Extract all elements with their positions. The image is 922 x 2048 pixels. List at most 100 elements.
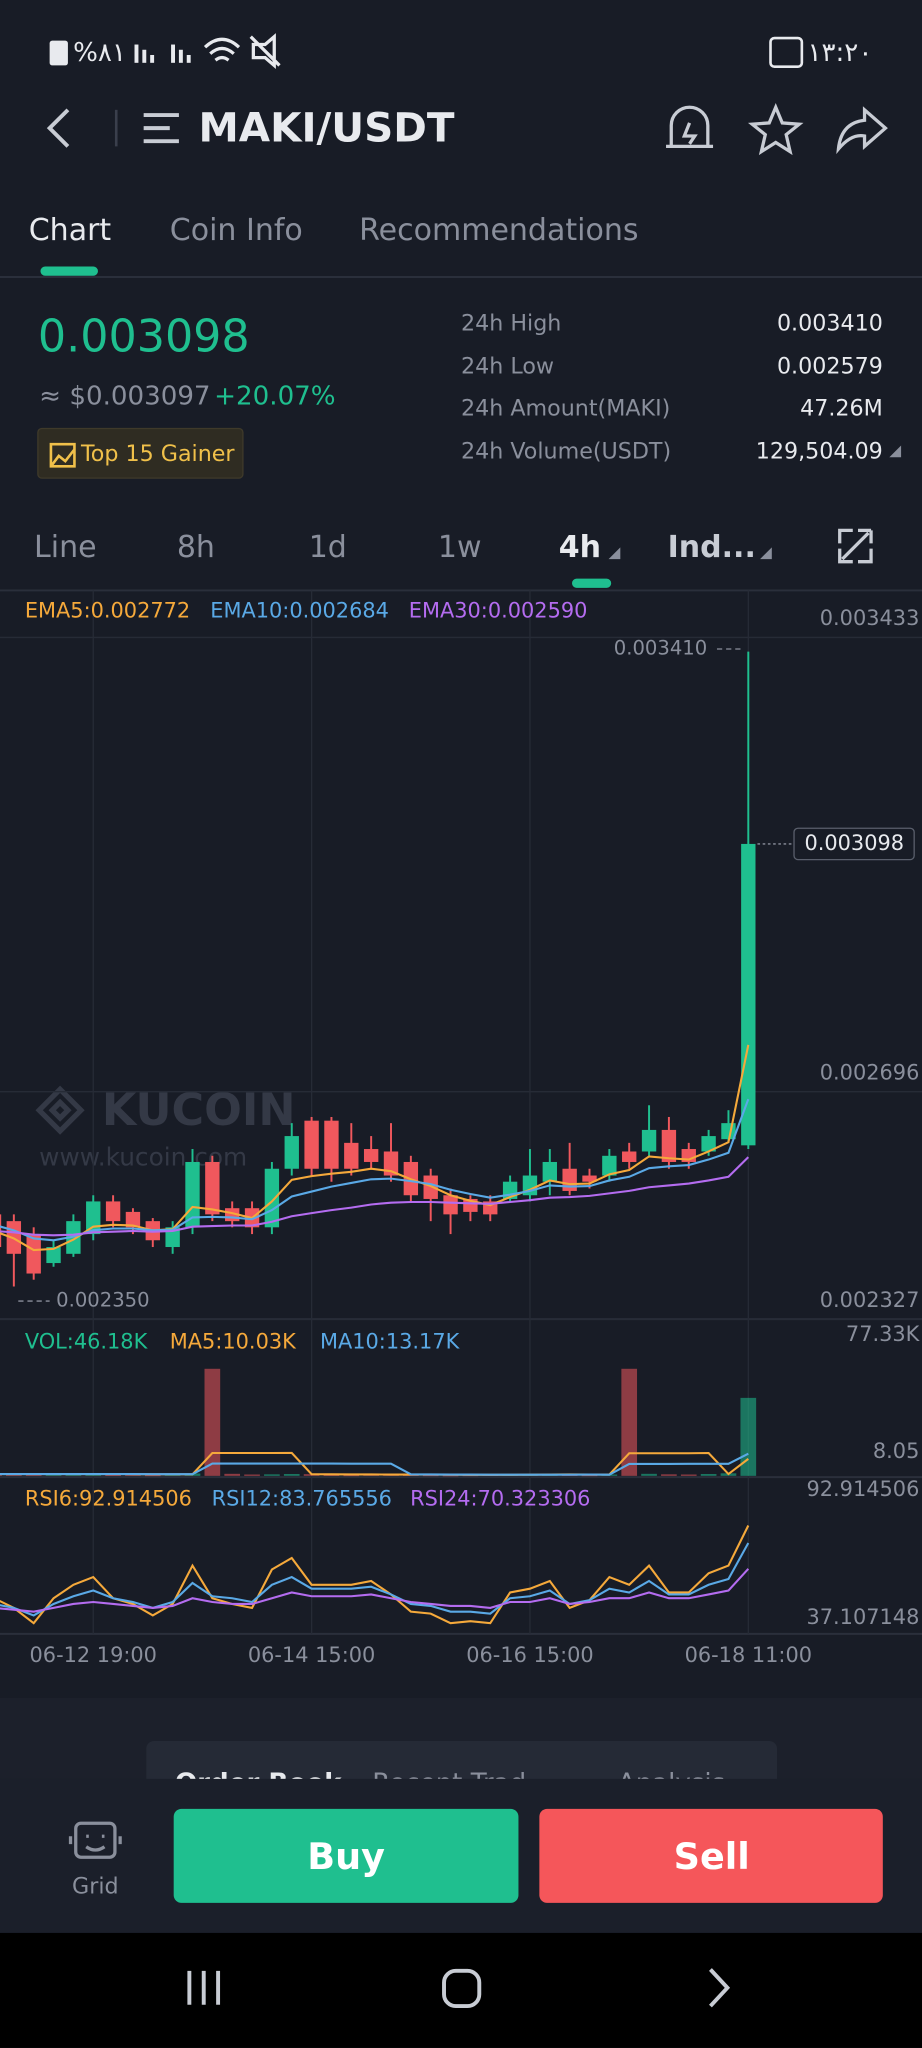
stat-label: 24h Amount(MAKI) bbox=[461, 395, 670, 421]
y-tick-label: 77.33K bbox=[846, 1322, 921, 1346]
legend-entry: EMA10:0.002684 bbox=[210, 598, 389, 622]
candle-body bbox=[641, 1129, 657, 1152]
stat-value: 129,504.09 bbox=[756, 438, 883, 464]
buy-button[interactable] bbox=[173, 1808, 519, 1903]
usd-price: ≈ $0.003097 bbox=[39, 382, 210, 412]
tab[interactable]: Chart bbox=[29, 213, 112, 248]
translate-icon bbox=[769, 36, 804, 69]
candle-body bbox=[582, 1175, 597, 1182]
stat-label: 24h Low bbox=[461, 354, 554, 380]
volume-bar bbox=[244, 1474, 260, 1476]
legend-entry: RSI12:83.765556 bbox=[212, 1486, 392, 1510]
nav-bar bbox=[0, 1932, 922, 2048]
stat-value: 0.002579 bbox=[777, 354, 883, 380]
sell-button[interactable] bbox=[539, 1808, 883, 1903]
volume-bar bbox=[264, 1474, 280, 1476]
stat-value: 47.26M bbox=[800, 395, 883, 421]
interval[interactable]: 1d bbox=[309, 530, 347, 565]
rsi-line bbox=[0, 1542, 750, 1617]
y-tick-label: 0.002696 bbox=[820, 1060, 920, 1084]
candle-body bbox=[363, 1149, 379, 1162]
candle-body bbox=[105, 1201, 121, 1222]
gainer-badge[interactable] bbox=[37, 427, 244, 479]
candle-body bbox=[165, 1227, 180, 1248]
high-label: 0.003410 bbox=[614, 637, 707, 660]
candle-body bbox=[383, 1151, 399, 1176]
recents-button[interactable] bbox=[187, 1970, 221, 2005]
fullscreen-button[interactable] bbox=[838, 528, 873, 564]
candle-body bbox=[602, 1155, 617, 1176]
candle-body bbox=[542, 1161, 557, 1182]
volume-bar bbox=[204, 1368, 221, 1476]
back-nav-button[interactable] bbox=[709, 1968, 731, 2008]
x-tick-label: 06-18 11:00 bbox=[685, 1643, 812, 1667]
candle-body bbox=[46, 1247, 61, 1264]
menu-button[interactable] bbox=[143, 113, 179, 144]
plot: 0.003433 0.002696 0.002327 06-12 19:00 06-14… bbox=[0, 590, 922, 1667]
favorite-button[interactable] bbox=[747, 102, 804, 156]
battery-text: %۸۱ bbox=[73, 38, 126, 68]
tab[interactable]: Recommendations bbox=[359, 213, 638, 248]
volume-ma-line bbox=[0, 1452, 749, 1476]
pair-title: MAKI/USDT bbox=[199, 104, 455, 152]
candle-body bbox=[125, 1211, 141, 1228]
stat-value: 0.003410 bbox=[777, 311, 883, 337]
back-button[interactable] bbox=[46, 108, 70, 148]
candle-body bbox=[622, 1151, 637, 1162]
legend-entry: EMA5:0.002772 bbox=[25, 598, 190, 622]
volume-bar bbox=[283, 1474, 300, 1476]
buy-label: Buy bbox=[307, 1835, 385, 1878]
last-price-label: 0.003098 bbox=[804, 831, 904, 855]
volume-bar bbox=[343, 1474, 360, 1477]
dropdown-caret bbox=[608, 547, 621, 560]
sell-label: Sell bbox=[674, 1835, 750, 1878]
x-tick-label: 06-16 15:00 bbox=[466, 1643, 593, 1667]
stat-label: 24h High bbox=[461, 311, 561, 337]
last-price-box bbox=[793, 827, 915, 861]
x-tick-label: 06-14 15:00 bbox=[248, 1643, 375, 1667]
x-tick-label: 06-12 19:00 bbox=[30, 1643, 157, 1667]
candle-body bbox=[344, 1142, 359, 1169]
interval[interactable]: Line bbox=[34, 530, 97, 565]
candle-body bbox=[26, 1234, 41, 1274]
y-tick-label: 37.107148 bbox=[806, 1605, 919, 1629]
y-tick-label: 0.003433 bbox=[820, 606, 920, 630]
battery-icon bbox=[49, 40, 68, 66]
indicator-menu[interactable]: Ind... bbox=[668, 530, 756, 565]
last-price: 0.003098 bbox=[38, 312, 250, 363]
interval[interactable]: 8h bbox=[177, 530, 215, 565]
volume-bar bbox=[661, 1474, 677, 1476]
price-change: +20.07% bbox=[214, 382, 335, 412]
y-tick-label: 92.914506 bbox=[806, 1477, 919, 1501]
tab[interactable]: Coin Info bbox=[170, 213, 303, 248]
share-button[interactable] bbox=[836, 106, 888, 155]
interval[interactable]: 4h bbox=[559, 530, 601, 565]
alert-button[interactable] bbox=[666, 105, 714, 149]
badge-text: Top 15 Gainer bbox=[80, 441, 235, 467]
volume-bar bbox=[700, 1474, 717, 1476]
ema-line bbox=[0, 1044, 750, 1252]
watermark-logo bbox=[35, 1085, 85, 1135]
badge-icon bbox=[49, 442, 76, 468]
candle-body bbox=[324, 1120, 339, 1169]
y-tick-label: 8.05 bbox=[873, 1439, 919, 1463]
interval[interactable]: 1w bbox=[438, 530, 482, 565]
tab-indicator bbox=[40, 266, 98, 276]
signal-icons bbox=[134, 44, 191, 63]
volume-bar bbox=[105, 1474, 121, 1476]
legend-entry: MA5:10.03K bbox=[170, 1330, 297, 1354]
legend-entry: RSI6:92.914506 bbox=[25, 1486, 192, 1510]
wifi-icon bbox=[203, 37, 241, 62]
grid-label[interactable]: Grid bbox=[72, 1874, 119, 1900]
clock: ۱۳:۲۰ bbox=[807, 38, 872, 68]
legend-entry: EMA30:0.002590 bbox=[409, 598, 588, 622]
interval-indicator bbox=[572, 578, 612, 588]
candle-body bbox=[701, 1136, 716, 1152]
candle-body bbox=[423, 1175, 438, 1199]
candle-body bbox=[264, 1168, 280, 1228]
home-button[interactable] bbox=[442, 1968, 482, 2009]
volume-bar bbox=[45, 1474, 62, 1476]
volume-bar bbox=[144, 1474, 161, 1477]
low-label: 0.002350 bbox=[56, 1289, 149, 1312]
